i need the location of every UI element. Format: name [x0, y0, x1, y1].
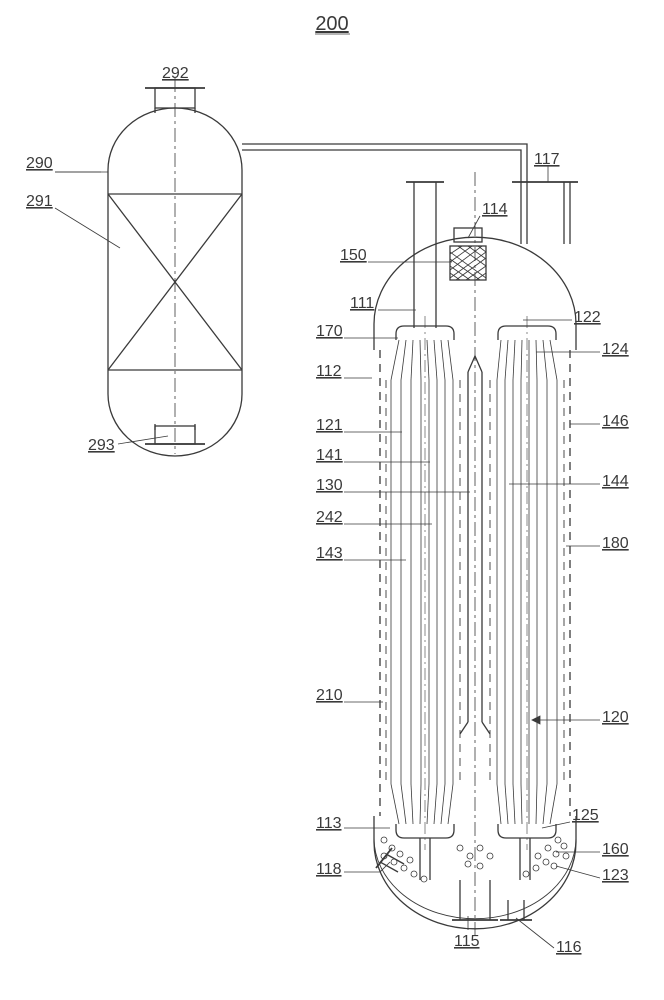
label-114: 114 — [482, 201, 508, 218]
label-150: 150 — [340, 247, 367, 264]
label-113: 113 — [316, 815, 342, 832]
label-120: 120 — [602, 709, 629, 726]
label-112: 112 — [316, 363, 342, 380]
right-vessel — [374, 172, 578, 936]
label-210: 210 — [316, 687, 343, 704]
label-118: 118 — [316, 861, 342, 878]
left-vessel — [108, 78, 242, 456]
label-122: 122 — [574, 309, 601, 326]
label-116: 116 — [556, 939, 582, 956]
label-290: 290 — [26, 155, 53, 172]
label-292: 292 — [162, 65, 189, 82]
label-125: 125 — [572, 807, 599, 824]
label-115: 115 — [454, 933, 480, 950]
label-111: 111 — [350, 295, 374, 312]
label-291: 291 — [26, 193, 53, 210]
label-123: 123 — [602, 867, 629, 884]
label-121: 121 — [316, 417, 343, 434]
label-293: 293 — [88, 437, 115, 454]
schematic-svg: 200 — [0, 0, 664, 1000]
connecting-pipe — [242, 144, 527, 182]
labels: 292 290 291 293 117 114 150 111 170 112 … — [26, 65, 629, 956]
label-180: 180 — [602, 535, 629, 552]
label-141: 141 — [316, 447, 343, 464]
label-130: 130 — [316, 477, 343, 494]
label-242: 242 — [316, 509, 343, 526]
label-146: 146 — [602, 413, 629, 430]
label-124: 124 — [602, 341, 629, 358]
diagram-title: 200 — [315, 13, 348, 35]
label-144: 144 — [602, 473, 629, 490]
label-117: 117 — [534, 151, 560, 168]
label-160: 160 — [602, 841, 629, 858]
label-170: 170 — [316, 323, 343, 340]
label-143: 143 — [316, 545, 343, 562]
